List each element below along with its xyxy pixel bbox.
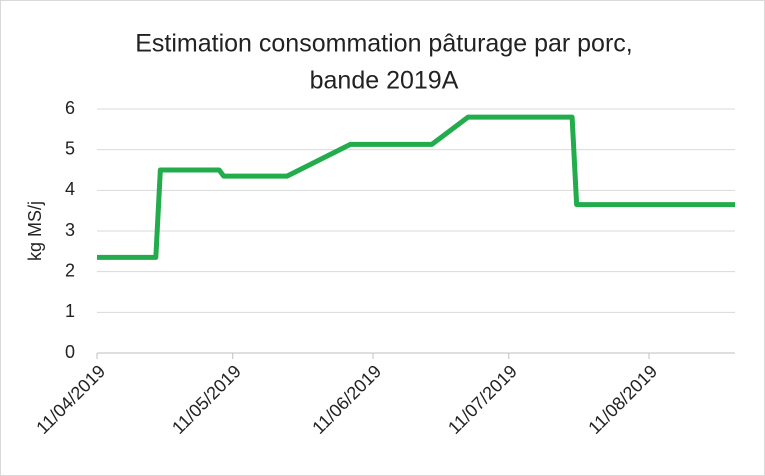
chart-title: bande 2019A — [310, 67, 459, 95]
y-tick-label: 4 — [65, 179, 75, 199]
line-series — [97, 114, 735, 260]
y-tick-label: 3 — [65, 220, 75, 240]
y-tick-label: 2 — [65, 260, 75, 280]
y-tick-label: 6 — [65, 98, 75, 118]
y-tick-label: 5 — [65, 138, 75, 158]
y-tick-label: 1 — [65, 301, 75, 321]
y-tick-label: 0 — [65, 342, 75, 362]
chart-title: Estimation consommation pâturage par por… — [135, 30, 632, 58]
y-axis-label: kg MS/j — [25, 201, 45, 261]
